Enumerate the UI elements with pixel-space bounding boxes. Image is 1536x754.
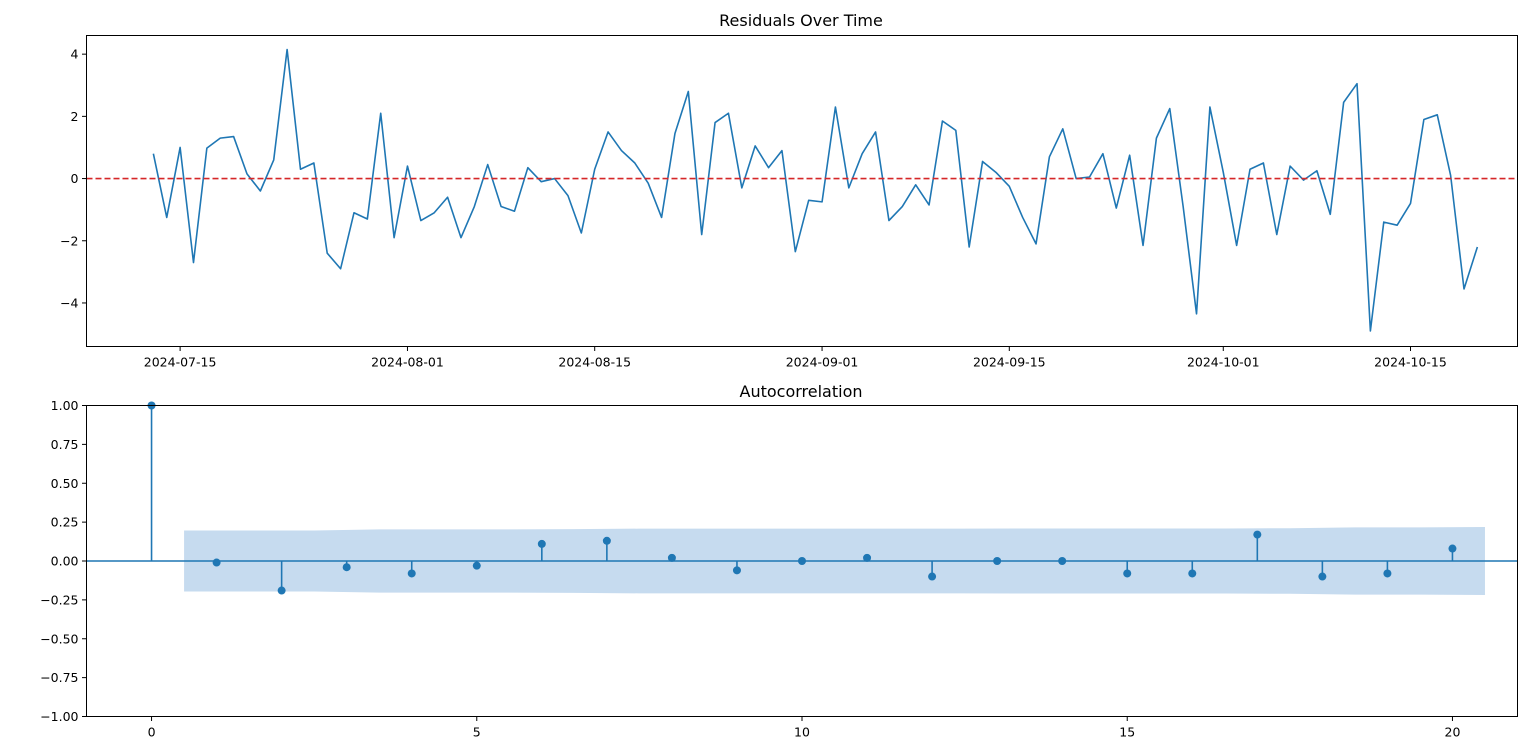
autocorrelation-marker: lag 13: 0 [993,557,1002,565]
autocorrelation-y-tick-label: 0.50 [51,476,79,491]
autocorrelation-panel: Autocorrelation lag 0: 1lag 1: -0.01lag … [40,382,1518,740]
autocorrelation-y-axis: −1.00 −0.75 −0.50 −0.25 0.00 0.25 0.50 0.75 1.00 [40,398,87,724]
autocorrelation-marker: lag 17: 0.17 [1253,530,1262,539]
autocorrelation-x-tick-label: 15 [1119,725,1135,740]
residuals-y-axis: −4 −2 0 2 4 [60,47,87,310]
autocorrelation-marker: lag 6: 0.11 [537,539,546,548]
autocorrelation-y-tick-label: 0.75 [51,437,79,452]
residuals-axes-frame [86,35,1518,347]
autocorrelation-title: Autocorrelation [740,382,863,401]
autocorrelation-marker: lag 5: -0.03 [472,561,481,570]
residuals-x-tick-label: 2024-10-15 [1374,355,1447,370]
autocorrelation-marker: lag 19: -0.08 [1383,569,1392,578]
residuals-x-tick-label: 2024-10-01 [1187,355,1260,370]
autocorrelation-marker: lag 7: 0.13 [602,536,611,545]
autocorrelation-plot-area: lag 0: 1lag 1: -0.01lag 2: -0.19lag 3: -… [86,401,1518,596]
residuals-plot-area: 2024-07-13: 0.82024-07-14: -1.252024-07-… [86,48,1518,332]
autocorrelation-marker: lag 20: 0.08 [1448,544,1457,553]
residuals-x-tick-label: 2024-08-01 [371,355,444,370]
autocorrelation-marker: lag 18: -0.1 [1318,572,1327,581]
autocorrelation-marker: lag 8: 0.02 [667,553,676,562]
autocorrelation-x-tick-label: 20 [1445,725,1461,740]
residuals-panel: Residuals Over Time 2024-07-13: 0.82024-… [60,11,1518,370]
residuals-x-tick-label: 2024-09-15 [973,355,1046,370]
residuals-x-axis: 2024-07-15 2024-08-01 2024-08-15 2024-09-01… [144,346,1447,370]
autocorrelation-marker: lag 12: -0.1 [928,572,937,581]
autocorrelation-y-tick-label: 0.00 [51,554,79,569]
residuals-x-tick-label: 2024-07-15 [144,355,217,370]
autocorrelation-marker: lag 4: -0.08 [407,569,416,578]
autocorrelation-y-tick-label: −0.25 [40,592,78,607]
residuals-y-tick-label: 0 [71,171,79,186]
autocorrelation-marker: lag 3: -0.04 [342,563,351,572]
autocorrelation-x-axis: 0 5 10 15 20 [148,716,1461,740]
residuals-y-tick-label: −4 [60,295,78,310]
autocorrelation-marker: lag 14: 0 [1058,557,1067,565]
autocorrelation-y-tick-label: −0.75 [40,670,78,685]
autocorrelation-marker: lag 2: -0.19 [277,586,286,595]
residuals-title: Residuals Over Time [719,11,883,30]
autocorrelation-x-tick-label: 5 [473,725,481,740]
autocorrelation-marker: lag 11: 0.02 [863,553,872,562]
residuals-y-tick-label: 2 [71,109,79,124]
autocorrelation-marker: lag 9: -0.06 [732,566,741,575]
autocorrelation-y-tick-label: −1.00 [40,709,78,724]
residuals-y-tick-label: −2 [60,233,78,248]
autocorrelation-y-tick-label: −0.50 [40,631,78,646]
autocorrelation-marker: lag 15: -0.08 [1123,569,1132,578]
residuals-x-tick-label: 2024-08-15 [558,355,631,370]
residuals-series-line [152,48,1479,332]
autocorrelation-y-tick-label: 1.00 [51,398,79,413]
autocorrelation-marker: lag 10: 0 [798,557,806,565]
autocorrelation-marker: lag 16: -0.08 [1188,569,1197,578]
autocorrelation-y-tick-label: 0.25 [51,515,79,530]
residuals-x-tick-label: 2024-09-01 [786,355,859,370]
autocorrelation-marker: lag 1: -0.01 [212,558,221,567]
autocorrelation-x-tick-label: 0 [148,725,156,740]
residuals-y-tick-label: 4 [71,47,79,62]
autocorrelation-x-tick-label: 10 [794,725,810,740]
